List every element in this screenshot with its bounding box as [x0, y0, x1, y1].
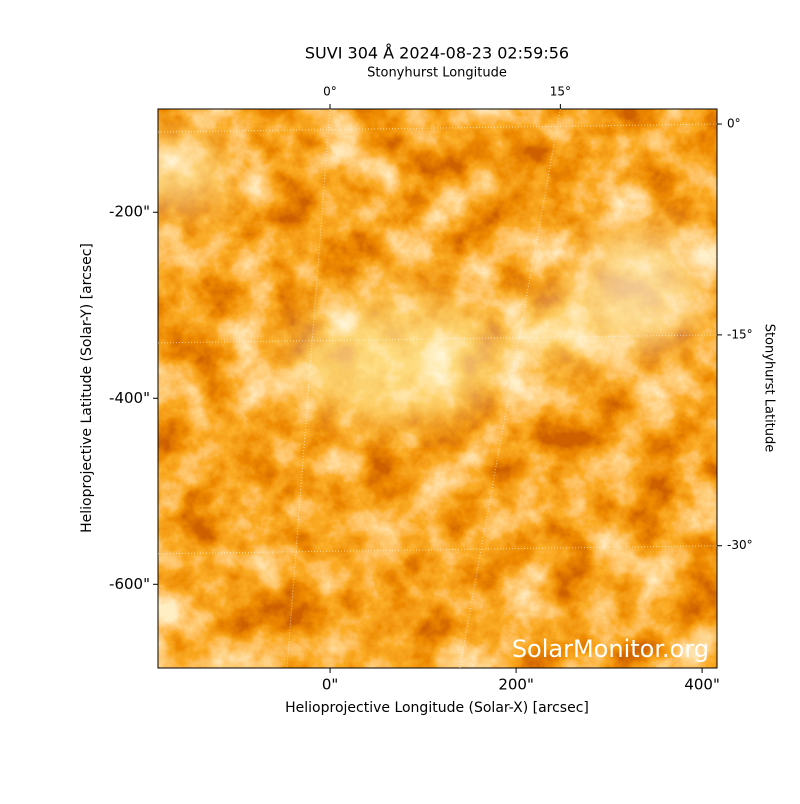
solar-image: [158, 109, 717, 668]
y2-axis-label: Stonyhurst Latitude: [762, 324, 777, 453]
y-tick-label: -600": [109, 575, 150, 593]
y-tick-label: -400": [109, 389, 150, 407]
y2-tick-label: -30°: [727, 538, 753, 552]
grid-line: [286, 108, 331, 669]
grid-line: [157, 334, 718, 344]
x-axis-label: Helioprojective Longitude (Solar-X) [arc…: [285, 700, 589, 716]
grid-line: [157, 123, 718, 133]
x-tick-label: 400": [684, 676, 720, 694]
grid-line: [157, 545, 718, 555]
x-tick-label: 200": [498, 676, 534, 694]
x2-tick-label: 15°: [550, 85, 571, 99]
y-axis-label: Helioprojective Latitude (Solar-Y) [arcs…: [79, 243, 95, 533]
x2-axis-label: Stonyhurst Longitude: [367, 66, 507, 81]
chart-title: SUVI 304 Å 2024-08-23 02:59:56: [305, 44, 569, 63]
y2-tick-label: 0°: [727, 117, 741, 131]
watermark: SolarMonitor.org: [512, 635, 709, 663]
y2-tick-label: -15°: [727, 327, 753, 341]
plot-frame: [157, 108, 718, 669]
x2-tick-label: 0°: [323, 85, 337, 99]
y-tick-label: -200": [109, 203, 150, 221]
x-tick-label: 0": [322, 676, 338, 694]
